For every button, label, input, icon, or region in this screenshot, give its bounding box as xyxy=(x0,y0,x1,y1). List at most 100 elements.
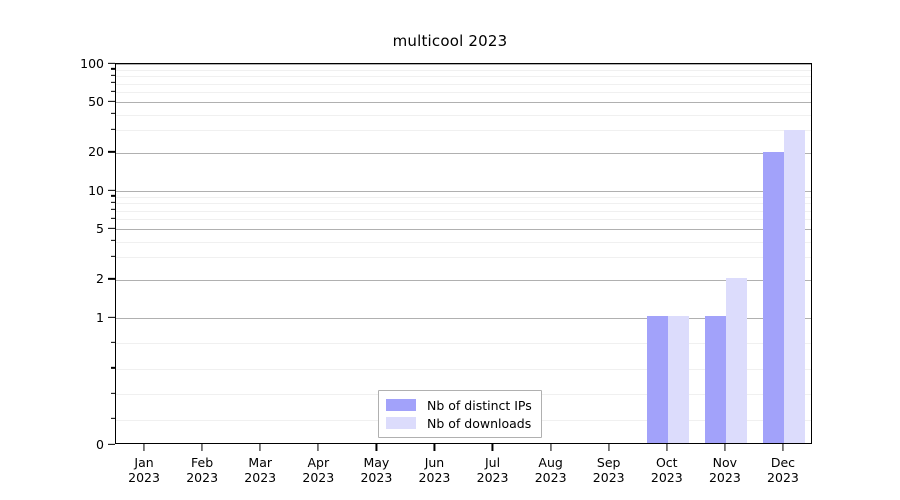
y-axis-tick-label: 2 xyxy=(96,271,104,287)
y-axis-tick-label: 10 xyxy=(88,182,104,198)
y-axis-tick-mark xyxy=(111,74,115,76)
x-axis-tick-label-month: Jan xyxy=(134,455,154,470)
x-axis-tick-label-month: Aug xyxy=(538,455,563,470)
y-axis-tick: 2 xyxy=(0,271,115,286)
y-axis-minor-tick xyxy=(0,195,115,197)
x-axis-tick-label-year: 2023 xyxy=(360,470,393,485)
y-axis-minor-tick xyxy=(0,74,115,76)
x-axis-tick: Oct 2023 xyxy=(651,444,683,485)
grid-layer xyxy=(116,64,811,443)
x-axis-tick-label-month: May xyxy=(363,455,390,470)
x-axis-tick: Dec 2023 xyxy=(767,444,799,485)
gridline-minor xyxy=(116,219,811,221)
y-axis-tick-mark xyxy=(111,90,115,92)
y-axis-tick-label: 0 xyxy=(96,436,104,452)
bar xyxy=(762,152,784,443)
y-axis-tick-mark xyxy=(108,100,115,102)
y-axis-tick-label: 20 xyxy=(88,144,104,160)
x-axis-tick-label-year: 2023 xyxy=(186,470,219,485)
bars-layer xyxy=(116,64,811,443)
y-axis-minor-tick xyxy=(0,417,115,420)
gridline-minor xyxy=(116,69,811,71)
bar xyxy=(725,277,747,443)
y-axis-minor-tick xyxy=(0,209,115,211)
gridline-major xyxy=(116,318,811,319)
y-axis-tick: 0 xyxy=(0,437,115,452)
y-axis-tick-mark xyxy=(111,392,115,394)
x-axis-tick-mark xyxy=(549,444,552,451)
x-axis-tick: May 2023 xyxy=(360,444,392,485)
x-axis-tick: Sep 2023 xyxy=(593,444,625,485)
gridline-minor xyxy=(116,368,811,370)
gridline-minor xyxy=(116,210,811,212)
y-axis-minor-tick xyxy=(0,367,115,369)
y-axis-minor-tick xyxy=(0,217,115,219)
x-axis-tick-label-year: 2023 xyxy=(534,470,567,485)
y-axis-tick-mark xyxy=(111,195,115,197)
plot-area xyxy=(115,63,812,444)
x-axis-tick-label-year: 2023 xyxy=(650,470,683,485)
legend-item-downloads[interactable]: Nb of downloads xyxy=(386,414,532,432)
y-axis-tick: 5 xyxy=(0,221,115,236)
y-axis-tick-label: 100 xyxy=(80,55,104,71)
y-axis-minor-tick xyxy=(0,341,115,344)
y-axis-tick-label: 1 xyxy=(96,309,104,325)
x-axis-tick-label-year: 2023 xyxy=(302,470,335,485)
x-axis-tick-mark xyxy=(782,444,784,451)
legend-label: Nb of downloads xyxy=(427,415,532,431)
y-axis-tick-mark xyxy=(111,239,115,242)
y-axis-tick: 50 xyxy=(0,94,115,109)
y-axis-minor-tick xyxy=(0,112,115,115)
gridline-minor xyxy=(116,92,811,94)
y-axis-minor-tick xyxy=(0,90,115,92)
x-axis-tick: Jul 2023 xyxy=(476,444,509,485)
y-axis-tick-mark xyxy=(108,443,115,445)
y-axis-minor-tick xyxy=(0,239,115,242)
y-axis-minor-tick xyxy=(0,255,115,258)
x-axis-tick-label-month: Jun xyxy=(424,455,445,470)
chart-title: multicool 2023 xyxy=(392,32,508,50)
legend-swatch-icon xyxy=(386,399,416,411)
y-axis-tick-mark xyxy=(111,255,115,258)
x-axis-tick-label-year: 2023 xyxy=(244,470,277,485)
legend-swatch-icon xyxy=(386,417,416,429)
y-axis-tick-label: 5 xyxy=(96,220,104,236)
x-axis-tick: Nov 2023 xyxy=(709,444,741,485)
x-axis: Jan 2023 Feb 2023 Mar 2023 Apr 2023 May 2023 Jun 20… xyxy=(115,444,812,500)
chart-legend: Nb of distinct IPs Nb of downloads xyxy=(378,390,542,438)
y-axis-tick-mark xyxy=(108,227,115,229)
x-axis-tick-label-year: 2023 xyxy=(592,470,625,485)
legend-item-ips[interactable]: Nb of distinct IPs xyxy=(386,396,532,414)
y-axis-tick: 100 xyxy=(0,56,115,71)
y-axis-tick-mark xyxy=(108,278,115,280)
y-axis-tick: 10 xyxy=(0,183,115,198)
x-axis-tick-mark xyxy=(666,444,668,451)
x-axis-tick-label-month: Mar xyxy=(248,455,272,470)
y-axis-tick-mark xyxy=(111,128,115,131)
gridline-minor xyxy=(116,83,811,85)
x-axis-tick-label-month: Feb xyxy=(191,455,214,470)
gridline-minor xyxy=(116,130,811,132)
x-axis-tick: Feb 2023 xyxy=(186,444,218,485)
gridline-minor xyxy=(116,257,811,259)
x-axis-tick-mark xyxy=(143,444,145,451)
y-axis-tick-mark xyxy=(111,367,115,369)
y-axis-tick-label: 50 xyxy=(88,93,104,109)
y-axis-tick-mark xyxy=(111,201,115,203)
y-axis-tick: 20 xyxy=(0,144,115,159)
y-axis-tick-mark xyxy=(108,189,115,191)
x-axis-tick-label-month: Nov xyxy=(712,455,738,470)
y-axis-tick-mark xyxy=(108,316,115,318)
gridline-major xyxy=(116,64,811,65)
gridline-minor xyxy=(116,196,811,198)
x-axis-tick: Jun 2023 xyxy=(418,444,451,485)
bar xyxy=(783,130,805,443)
gridline-major xyxy=(116,279,811,281)
x-axis-tick: Aug 2023 xyxy=(535,444,567,485)
y-axis-tick-mark xyxy=(111,209,115,211)
x-axis-tick-label-year: 2023 xyxy=(476,470,509,485)
x-axis-tick-mark xyxy=(724,444,726,451)
x-axis-tick-label-year: 2023 xyxy=(418,470,451,485)
x-axis-tick: Apr 2023 xyxy=(302,444,334,485)
gridline-minor xyxy=(116,76,811,78)
